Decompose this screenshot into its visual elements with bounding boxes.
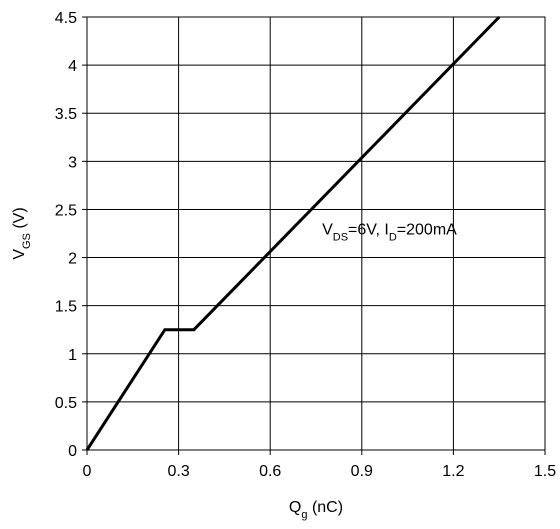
y-tick-label: 3.5 [55, 106, 77, 123]
x-tick-label: 1.5 [534, 463, 556, 480]
x-tick-label: 0 [83, 463, 92, 480]
main-text: Q [289, 499, 301, 516]
x-axis-label: Qg (nC) [289, 499, 343, 521]
y-tick-label: 1 [68, 347, 77, 364]
x-tick-label: 0.3 [167, 463, 189, 480]
series-layer [85, 15, 501, 451]
main-text: =200mA [397, 221, 457, 238]
main-text: V [322, 221, 333, 238]
main-text: (nC) [308, 499, 344, 516]
y-tick-label: 0.5 [55, 395, 77, 412]
grid-lines [87, 17, 545, 450]
tick-marks [82, 16, 546, 455]
y-axis-label: VGS (V) [11, 207, 33, 259]
main-text: V [11, 249, 28, 260]
y-tick-label: 0 [68, 443, 77, 460]
x-tick-labels: 0 0.3 0.6 0.9 1.2 1.5 [83, 463, 557, 480]
main-text: =6V, I [348, 221, 389, 238]
y-tick-label: 1.5 [55, 299, 77, 316]
subscript-text: GS [21, 233, 33, 249]
plot-area [87, 17, 545, 450]
y-tick-labels: 0 0.5 1 1.5 2 2.5 3 3.5 4 4.5 [55, 10, 77, 460]
subscript-text: DS [333, 231, 348, 243]
plot-frame [86, 16, 546, 451]
subscript-text: g [301, 509, 307, 521]
test-condition-annotation: VDS=6V, ID=200mA [322, 221, 457, 243]
x-tick-label: 0.9 [351, 463, 373, 480]
subscript-text: D [389, 231, 397, 243]
y-tick-label: 4 [68, 58, 77, 75]
x-tick-label: 0.6 [259, 463, 281, 480]
y-tick-label: 2.5 [55, 202, 77, 219]
main-text: (V) [11, 207, 28, 233]
series-line [85, 15, 501, 451]
x-tick-label: 1.2 [442, 463, 464, 480]
y-tick-label: 4.5 [55, 10, 77, 27]
y-tick-label: 3 [68, 154, 77, 171]
y-tick-label: 2 [68, 251, 77, 268]
